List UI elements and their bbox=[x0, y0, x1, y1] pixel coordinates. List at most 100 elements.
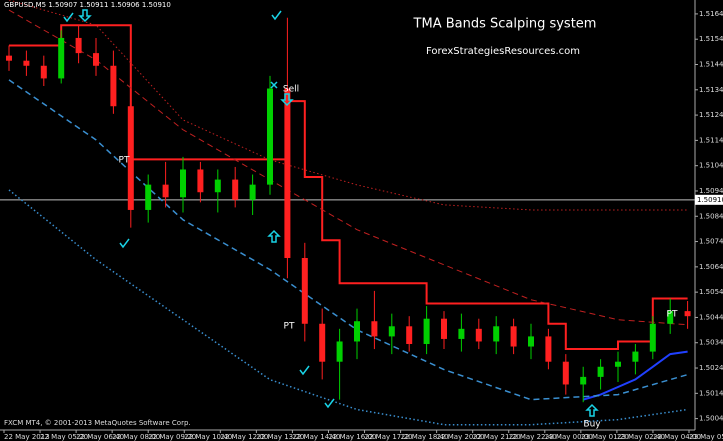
price-label: 1.50910 bbox=[697, 196, 723, 204]
candle-body bbox=[284, 88, 291, 258]
y-tick-label: 1.51245 bbox=[699, 111, 723, 119]
indicator-line bbox=[582, 350, 688, 401]
candle-body bbox=[40, 65, 47, 79]
price-label-box bbox=[695, 194, 723, 205]
x-tick-label: 22 May 08:00 bbox=[112, 433, 160, 441]
candle-body bbox=[493, 326, 500, 342]
subtitle: ForexStrategiesResources.com bbox=[426, 46, 580, 57]
candle-body bbox=[23, 60, 30, 66]
candle-body bbox=[232, 179, 239, 200]
candle-body bbox=[458, 328, 465, 339]
indicator-line bbox=[8, 189, 688, 426]
y-tick-label: 1.51345 bbox=[699, 86, 723, 94]
candle-body bbox=[267, 88, 273, 185]
y-tick-label: 1.51645 bbox=[699, 10, 723, 18]
arrow-icon bbox=[78, 9, 92, 23]
x-tick-label: 22 May 17:20 bbox=[365, 433, 413, 441]
x-tick-label: 22 May 2013 bbox=[4, 433, 50, 441]
header: GBPUSD,M5 1.50907 1.50911 1.50906 1.5091… bbox=[4, 1, 171, 9]
annotation: Buy bbox=[583, 420, 601, 430]
x-tick-label: 22 May 05:20 bbox=[40, 433, 88, 441]
candle-body bbox=[423, 318, 430, 344]
candle-body bbox=[684, 311, 691, 317]
cross-icon bbox=[270, 81, 278, 89]
y-tick-label: 1.51045 bbox=[699, 162, 723, 170]
candle-body bbox=[336, 341, 343, 362]
x-tick-label: 22 May 10:40 bbox=[184, 433, 232, 441]
candle-body bbox=[632, 351, 639, 362]
annotation: PT bbox=[119, 156, 130, 166]
footer: FXCM MT4, © 2001-2013 MetaQuotes Softwar… bbox=[4, 419, 191, 427]
candle-body bbox=[371, 321, 378, 337]
candle-body bbox=[354, 321, 360, 342]
x-tick-label: 23 May 05:20 bbox=[689, 433, 723, 441]
indicator-line bbox=[8, 79, 688, 401]
chart-title: TMA Bands Scalping system bbox=[413, 17, 597, 32]
x-tick-label: 22 May 20:00 bbox=[437, 433, 485, 441]
candle-body bbox=[75, 37, 82, 54]
x-tick-label: 23 May 04:00 bbox=[653, 433, 701, 441]
candle-body bbox=[110, 65, 117, 107]
y-tick-label: 1.50345 bbox=[699, 339, 723, 347]
candle-body bbox=[441, 318, 447, 339]
x-tick-label: 22 May 22:40 bbox=[509, 433, 557, 441]
candle-body bbox=[545, 336, 552, 362]
check-icon bbox=[63, 12, 74, 23]
annotation: Sell bbox=[283, 85, 299, 95]
y-tick-label: 1.50645 bbox=[699, 263, 723, 271]
y-tick-label: 1.51445 bbox=[699, 61, 723, 69]
candle-body bbox=[197, 169, 204, 193]
arrow-icon bbox=[267, 229, 281, 243]
candle-body bbox=[388, 326, 395, 337]
indicator-line bbox=[8, 0, 688, 211]
signal-icons bbox=[63, 9, 599, 417]
candle-body bbox=[127, 106, 134, 210]
x-tick-label: 22 May 14:40 bbox=[292, 433, 340, 441]
x-tick-label: 22 May 12:00 bbox=[220, 433, 268, 441]
x-tick-label: 22 May 13:20 bbox=[256, 433, 304, 441]
x-tick-label: 22 May 21:20 bbox=[473, 433, 521, 441]
candle-body bbox=[58, 37, 65, 79]
candle-body bbox=[510, 326, 517, 347]
check-icon bbox=[119, 238, 130, 249]
x-tick-label: 23 May 00:00 bbox=[545, 433, 593, 441]
candle-body bbox=[406, 326, 413, 344]
annotation: PT bbox=[284, 322, 295, 332]
y-tick-label: 1.50945 bbox=[699, 187, 723, 195]
candle-body bbox=[562, 361, 569, 385]
candle-body bbox=[145, 184, 152, 210]
candle-body bbox=[597, 366, 604, 377]
candle-body bbox=[6, 55, 12, 61]
candle-body bbox=[162, 184, 169, 198]
x-tick-label: 22 May 09:20 bbox=[148, 433, 196, 441]
x-tick-label: 22 May 18:40 bbox=[401, 433, 449, 441]
y-tick-label: 1.50845 bbox=[699, 212, 723, 220]
candle-body bbox=[214, 179, 221, 193]
indicator-line bbox=[9, 24, 688, 351]
check-icon bbox=[324, 398, 335, 409]
candle-body bbox=[615, 361, 621, 367]
candle-body bbox=[319, 323, 326, 362]
candle-body bbox=[249, 184, 256, 200]
arrow-icon bbox=[585, 403, 599, 417]
y-tick-label: 1.50745 bbox=[699, 238, 723, 246]
arrow-icon bbox=[280, 93, 294, 107]
y-tick-label: 1.50545 bbox=[699, 288, 723, 296]
candle-body bbox=[93, 53, 99, 66]
x-tick-label: 23 May 02:40 bbox=[617, 433, 665, 441]
candle-body bbox=[649, 323, 656, 352]
candle-body bbox=[180, 169, 186, 198]
check-icon bbox=[299, 365, 310, 376]
plot-area bbox=[0, 0, 695, 426]
y-tick-label: 1.51545 bbox=[699, 35, 723, 43]
annotation: PT bbox=[667, 310, 678, 320]
x-tick-label: 22 May 06:40 bbox=[76, 433, 124, 441]
candle-body bbox=[528, 336, 534, 347]
candle-body bbox=[301, 258, 308, 324]
y-tick-label: 1.50245 bbox=[699, 364, 723, 372]
candle-body bbox=[475, 328, 482, 342]
indicator-line bbox=[8, 9, 688, 326]
x-tick-label: 22 May 16:00 bbox=[328, 433, 376, 441]
